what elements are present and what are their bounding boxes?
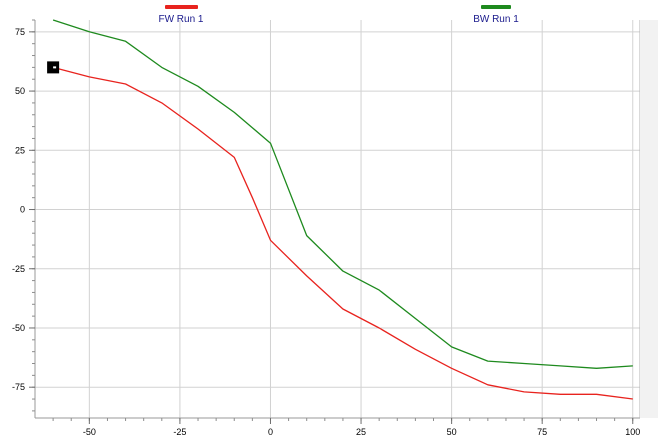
legend-fw-run-1[interactable]: FW Run 1	[158, 5, 204, 25]
series-line-fw-run-1	[52, 66, 633, 400]
y-tick-label: 50	[15, 86, 25, 96]
y-tick-label: -50	[12, 323, 25, 333]
x-tick-label: 75	[537, 427, 547, 437]
x-tick-label: 100	[625, 427, 640, 437]
y-tick-label: 0	[20, 205, 25, 215]
x-tick-label: 0	[268, 427, 273, 437]
y-tick-label: 25	[15, 145, 25, 155]
x-tick-label: 50	[447, 427, 457, 437]
series-line-bw-run-1	[52, 19, 633, 369]
legend-label-bw: BW Run 1	[473, 14, 519, 25]
cursor-markers	[47, 61, 60, 74]
y-tick-label: -75	[12, 382, 25, 392]
axis-ticks: -50 -25 0 25 50 75 100 75 50 25 0 -25 -50 -75	[12, 19, 640, 437]
legend-label-fw: FW Run 1	[158, 14, 203, 25]
vertical-scrollbar[interactable]	[640, 20, 658, 418]
x-tick-label: 25	[356, 427, 366, 437]
y-tick-label: -25	[12, 264, 25, 274]
x-tick-label: -50	[83, 427, 96, 437]
grid	[35, 20, 640, 418]
legend-swatch-bw	[481, 5, 511, 9]
legend-bw-run-1[interactable]: BW Run 1	[473, 5, 519, 25]
series-lines	[52, 19, 633, 400]
x-tick-label: -25	[173, 427, 186, 437]
legend-swatch-fw	[165, 5, 198, 9]
cursor-marker-dot	[53, 66, 57, 69]
y-tick-label: 75	[15, 27, 25, 37]
